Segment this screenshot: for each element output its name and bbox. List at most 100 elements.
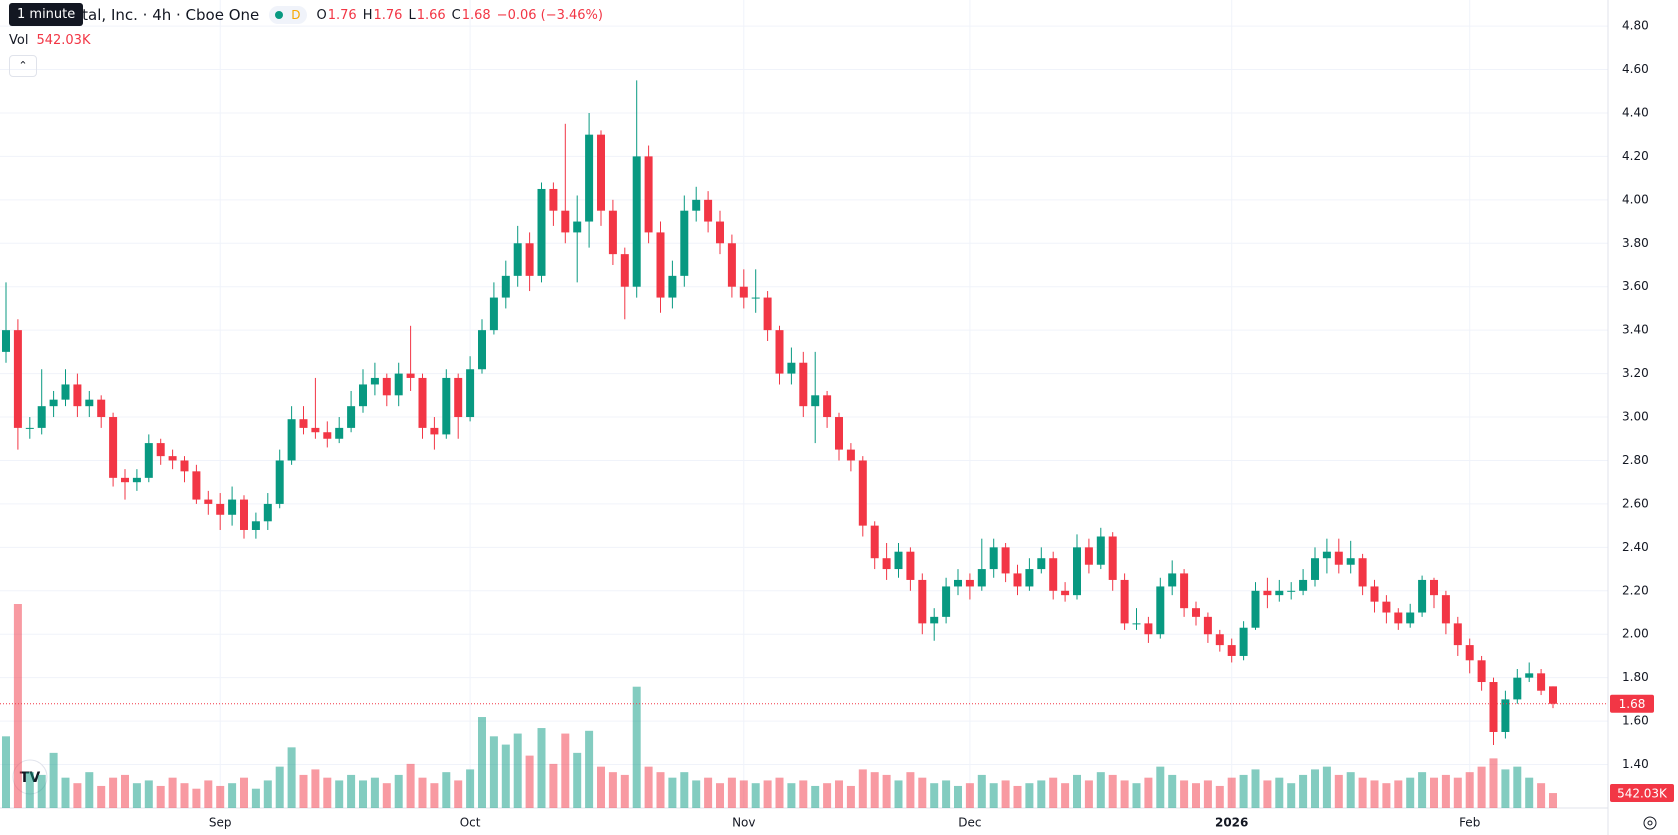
volume-bar (359, 780, 367, 808)
open-key: O (316, 7, 327, 23)
candle-body (942, 586, 951, 617)
volume-bar (1549, 793, 1557, 808)
candle-body (930, 616, 939, 624)
legend-header: ital, Inc. · 4h · Cboe One D O 1.76 H 1.76… (8, 6, 609, 24)
candle-body (13, 330, 22, 428)
volume-bar (668, 777, 677, 808)
volume-bar (1025, 783, 1034, 808)
volume-bar (1096, 772, 1105, 808)
volume-bar (716, 783, 724, 808)
candle-body (989, 547, 998, 570)
volume-bar (335, 780, 344, 808)
volume-bar (216, 785, 225, 808)
volume-legend: Vol 542.03K (9, 33, 90, 48)
candle-body (73, 384, 82, 407)
collapse-button[interactable]: ⌃ (9, 55, 37, 77)
candle-body (739, 286, 748, 298)
candle-body (1275, 590, 1284, 596)
status-badge[interactable]: D (269, 6, 307, 24)
volume-bar (1215, 785, 1224, 808)
candle-body (1215, 634, 1224, 646)
volume-bar (228, 783, 237, 808)
candle-body (311, 427, 320, 433)
volume-bar (632, 686, 641, 808)
volume-bar (251, 788, 260, 808)
candle-body (275, 460, 284, 504)
badge: D (291, 8, 301, 22)
volume-bar (763, 780, 772, 808)
candle-body (1144, 623, 1153, 635)
candle-body (537, 188, 546, 276)
volume-bar (299, 774, 308, 808)
volume-bar (799, 780, 808, 808)
candle-body (882, 558, 891, 570)
volume-bar (1180, 780, 1189, 808)
candle-body (608, 210, 617, 255)
candle-body (751, 297, 760, 299)
candle-body (977, 569, 986, 587)
volume-bar (382, 783, 391, 808)
candle-body (585, 134, 594, 222)
volume-bar (597, 766, 605, 808)
volume-bar (1465, 772, 1474, 808)
volume-bar (1287, 783, 1296, 808)
settings-icon[interactable] (1643, 816, 1657, 830)
volume-bar (1084, 780, 1093, 808)
volume-bar (1513, 766, 1522, 808)
volume-bar (942, 780, 951, 808)
candle-body (787, 362, 796, 374)
y-tick-label: 2.60 (1622, 496, 1649, 510)
volume-bar (1251, 769, 1260, 808)
candle-body (204, 499, 213, 504)
volume-bar (1525, 777, 1534, 808)
volume-bar (1299, 774, 1308, 808)
volume-bar (1441, 774, 1450, 808)
candle-body (323, 432, 332, 439)
candle-body (1251, 590, 1260, 628)
volume-bar (501, 744, 510, 808)
volume-bar (121, 774, 129, 808)
volume-bar (1156, 766, 1165, 808)
x-tick-label: Sep (209, 816, 232, 830)
volume-bar (823, 783, 832, 808)
volume-bar (311, 769, 320, 808)
candle-body (549, 188, 558, 211)
candle-body (763, 297, 772, 331)
volume-bar (240, 777, 248, 808)
candle-body (1322, 551, 1331, 559)
volume-key: Vol (9, 33, 29, 48)
volume-bar (727, 777, 736, 808)
volume-bar (1037, 780, 1046, 808)
volume-bar (894, 780, 903, 808)
candle-body (668, 275, 677, 298)
volume-bar (430, 783, 439, 808)
candle-body (1489, 682, 1498, 732)
volume-bar (977, 774, 986, 808)
candle-body (775, 330, 784, 374)
candle-body (1549, 686, 1557, 704)
volume-bar (1406, 777, 1415, 808)
volume-tag-bg (1610, 784, 1674, 803)
close-key: C (451, 7, 461, 23)
candle-body (965, 579, 974, 587)
high-key: H (362, 7, 373, 23)
candle-body (513, 243, 522, 276)
volume-bar (1132, 783, 1141, 808)
candle-body (858, 460, 867, 526)
volume-bar (168, 777, 177, 808)
volume-bar (1346, 772, 1355, 808)
volume-bar (1120, 780, 1129, 808)
x-tick-label: Nov (732, 816, 755, 830)
candle-body (1180, 573, 1189, 609)
candle-body (1430, 579, 1438, 596)
volume-bar (132, 783, 141, 808)
candle-body (1453, 623, 1462, 646)
candle-body (1382, 601, 1391, 613)
volume-bar (739, 780, 748, 808)
volume-bar (394, 774, 403, 808)
volume-bar (1394, 780, 1403, 808)
volume-bar (97, 785, 106, 808)
candle-body (656, 232, 665, 298)
volume-bar (489, 736, 498, 808)
